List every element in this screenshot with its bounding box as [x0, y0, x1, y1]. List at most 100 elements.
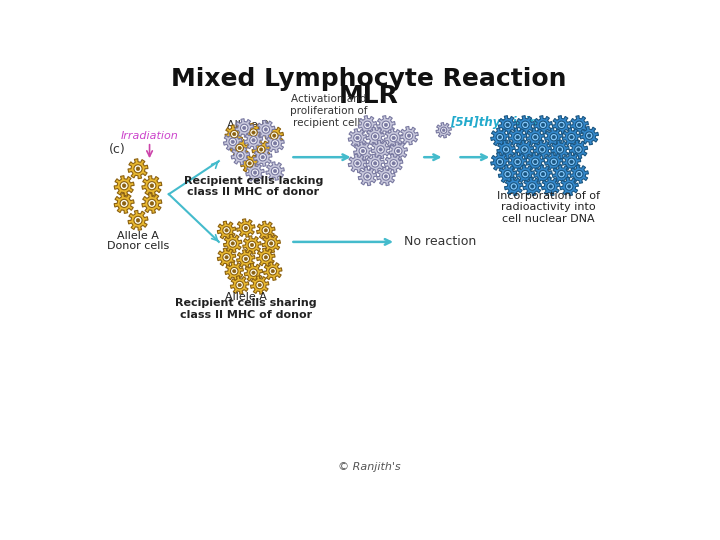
Circle shape — [541, 172, 545, 176]
Circle shape — [262, 126, 269, 133]
Polygon shape — [359, 116, 377, 134]
Polygon shape — [266, 134, 284, 153]
Polygon shape — [516, 165, 534, 184]
Circle shape — [243, 126, 246, 130]
Text: MLR: MLR — [339, 84, 399, 107]
Circle shape — [496, 133, 504, 141]
Polygon shape — [223, 132, 242, 151]
Circle shape — [506, 123, 509, 126]
Circle shape — [239, 154, 242, 157]
Polygon shape — [490, 153, 509, 171]
Polygon shape — [372, 140, 390, 159]
Circle shape — [231, 242, 235, 245]
Circle shape — [560, 172, 563, 176]
Polygon shape — [498, 165, 517, 184]
Circle shape — [134, 217, 142, 225]
Circle shape — [271, 269, 274, 273]
Polygon shape — [246, 164, 264, 182]
Circle shape — [534, 136, 537, 139]
Circle shape — [577, 123, 581, 126]
Circle shape — [233, 132, 236, 136]
Polygon shape — [348, 129, 366, 147]
Circle shape — [549, 185, 552, 188]
Circle shape — [523, 148, 526, 151]
Circle shape — [384, 175, 387, 178]
Polygon shape — [256, 248, 275, 267]
Polygon shape — [552, 116, 571, 134]
Polygon shape — [544, 128, 563, 146]
Polygon shape — [560, 177, 578, 195]
Circle shape — [240, 124, 248, 132]
Polygon shape — [505, 177, 523, 195]
Circle shape — [377, 146, 384, 153]
Polygon shape — [570, 116, 588, 134]
Circle shape — [442, 129, 445, 132]
Polygon shape — [354, 142, 372, 160]
Polygon shape — [243, 236, 261, 254]
Circle shape — [523, 172, 527, 176]
Circle shape — [120, 181, 128, 190]
Polygon shape — [225, 262, 243, 280]
Circle shape — [264, 128, 268, 131]
Circle shape — [238, 146, 241, 150]
Circle shape — [238, 284, 241, 287]
Circle shape — [516, 160, 519, 164]
Circle shape — [244, 226, 248, 230]
Circle shape — [366, 123, 369, 126]
Polygon shape — [253, 148, 272, 166]
Polygon shape — [541, 177, 560, 195]
Circle shape — [364, 121, 372, 129]
Polygon shape — [516, 116, 534, 134]
Circle shape — [258, 146, 265, 153]
Polygon shape — [523, 177, 541, 195]
Circle shape — [552, 136, 556, 139]
Text: Irradiation: Irradiation — [121, 131, 179, 141]
Polygon shape — [251, 276, 269, 294]
Polygon shape — [114, 176, 134, 195]
Circle shape — [514, 133, 521, 141]
Circle shape — [244, 257, 248, 260]
Circle shape — [512, 185, 516, 188]
Circle shape — [122, 184, 126, 187]
Circle shape — [568, 133, 575, 141]
Circle shape — [262, 227, 269, 234]
Circle shape — [354, 160, 361, 167]
Text: Mixed Lymphocyte Reaction: Mixed Lymphocyte Reaction — [171, 66, 567, 91]
Polygon shape — [570, 165, 588, 184]
Circle shape — [558, 121, 565, 129]
Circle shape — [250, 129, 257, 136]
Circle shape — [534, 160, 537, 164]
Polygon shape — [516, 140, 534, 159]
Polygon shape — [534, 165, 552, 184]
Polygon shape — [231, 146, 250, 165]
Circle shape — [252, 131, 255, 134]
Circle shape — [271, 167, 279, 175]
Polygon shape — [237, 249, 255, 268]
Circle shape — [379, 148, 382, 151]
Circle shape — [150, 184, 153, 187]
Circle shape — [229, 138, 236, 146]
Circle shape — [122, 201, 126, 205]
Circle shape — [539, 171, 546, 178]
Polygon shape — [240, 154, 259, 173]
Circle shape — [382, 173, 390, 180]
Circle shape — [505, 148, 508, 151]
Circle shape — [521, 121, 529, 129]
Polygon shape — [508, 153, 527, 171]
Circle shape — [374, 161, 377, 165]
Polygon shape — [262, 234, 281, 253]
Polygon shape — [580, 126, 598, 145]
Circle shape — [514, 158, 521, 166]
Circle shape — [528, 183, 536, 190]
Text: No reaction: No reaction — [404, 235, 476, 248]
Circle shape — [233, 269, 236, 273]
Polygon shape — [128, 211, 148, 231]
Circle shape — [366, 175, 369, 178]
Polygon shape — [230, 139, 249, 157]
Text: Incorporation of of
radioactivity into
cell nuclear DNA: Incorporation of of radioactivity into c… — [497, 191, 600, 224]
Polygon shape — [544, 153, 563, 171]
Text: © Ranjith's: © Ranjith's — [338, 462, 400, 472]
Circle shape — [567, 185, 571, 188]
Circle shape — [498, 160, 502, 164]
Circle shape — [395, 147, 402, 155]
